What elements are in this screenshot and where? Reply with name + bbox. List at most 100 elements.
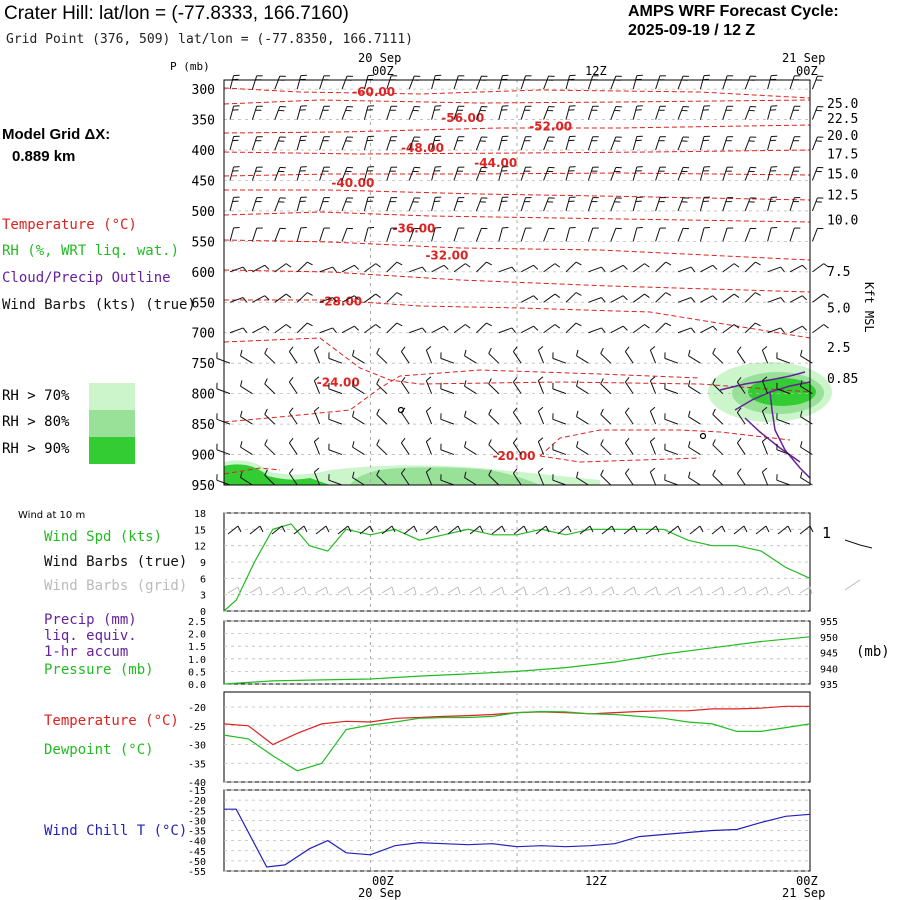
grid-wind-barb-feather: [589, 586, 593, 595]
wind-barb: [464, 355, 477, 364]
pressure-tick-label: 750: [192, 357, 215, 372]
wind-barb: [475, 75, 482, 90]
isotherm: [223, 172, 811, 177]
wind-barb: [700, 295, 713, 303]
wind-barb: [464, 385, 477, 395]
isotherm-label: -60.00: [352, 85, 395, 99]
wind-barb: [498, 105, 503, 120]
precip-panel-tick-label: 2.5: [188, 617, 206, 628]
wind-barb-feather: [823, 324, 829, 329]
wind-chill-panel-tick-label: -30: [188, 816, 206, 827]
surface-wind-barb-feather: [545, 525, 550, 533]
wind-barb: [440, 449, 455, 456]
wind-barb: [216, 449, 231, 456]
wind-barb: [252, 295, 265, 303]
wind-barb: [789, 136, 795, 151]
wind-chill-panel-tick-label: -20: [188, 796, 206, 807]
wind-barb: [252, 264, 265, 273]
wind-barb: [464, 446, 477, 455]
wind-barb-feather: [488, 439, 492, 446]
wind-barb-feather: [242, 297, 248, 303]
surface-wind-barb-feather: [677, 525, 682, 533]
wind-barb-feather: [512, 377, 518, 383]
wind-barb-feather: [354, 264, 360, 270]
wind-barb: [712, 444, 724, 455]
wind-barb: [699, 166, 705, 181]
wind-barb-feather: [600, 469, 604, 476]
surface-wind-barb-feather: [347, 525, 352, 533]
wind-barb-feather: [712, 439, 716, 446]
wind-chill-line: [224, 808, 811, 868]
grid-wind-barb: [271, 586, 283, 594]
wind-barb: [677, 106, 684, 120]
grid-wind-barb-feather: [743, 586, 747, 595]
wind-barb: [722, 75, 728, 90]
isotherm: [539, 429, 791, 457]
wind-barb-feather: [443, 325, 449, 331]
temperature-panel-tick-label: -35: [188, 759, 206, 770]
wind-barb: [610, 228, 617, 242]
surface-wind-barb: [777, 525, 789, 535]
wind-barb: [712, 353, 724, 364]
wind-barb: [376, 474, 388, 486]
wind-barb: [512, 442, 522, 455]
wind-barb: [251, 197, 258, 212]
wind-barb: [400, 412, 410, 425]
wind-barb: [400, 473, 410, 486]
wind-barb: [386, 136, 392, 151]
wind-barb: [712, 383, 724, 395]
wind-barb: [296, 322, 308, 334]
surface-wind-barb: [535, 525, 547, 535]
surface-wind-barb: [601, 525, 613, 535]
wind-barb: [475, 106, 482, 120]
wind-barb: [552, 357, 567, 364]
wind-barb: [386, 167, 392, 181]
top-hour-label-1: 00Z: [372, 64, 394, 78]
wind-barb-feather: [624, 468, 630, 474]
surface-wind-barb-feather: [391, 525, 396, 533]
surface-wind-barb-feather: [589, 525, 594, 533]
grid-wind-barb-feather: [457, 586, 461, 595]
grid-wind-barb: [777, 586, 789, 594]
wind-barb: [498, 166, 503, 181]
wind-barb-feather: [264, 439, 268, 446]
wind-barb: [296, 136, 302, 151]
wind-barb-feather: [762, 345, 768, 351]
wind-barb: [722, 263, 735, 273]
wind-barb: [789, 75, 795, 90]
surface-wind-barb-feather: [303, 525, 308, 533]
wind-barb-feather: [512, 407, 518, 413]
wind-barb: [767, 105, 772, 120]
wind-barb-feather: [426, 345, 432, 351]
pressure-unit-right: (mb): [856, 644, 890, 660]
grid-wind-barb: [425, 586, 437, 594]
wind-barb: [313, 471, 321, 486]
wind-barb: [296, 292, 308, 303]
wind-barbs-grid-label: Wind Barbs (grid): [44, 578, 188, 594]
wind-barb: [600, 414, 612, 425]
pressure-right-tick-label: 940: [820, 664, 838, 675]
surface-wind-barb-feather: [787, 525, 792, 533]
grid-wind-barb: [623, 586, 635, 594]
wind-barb: [800, 446, 813, 455]
wind-barb-feather: [650, 345, 656, 351]
surface-wind-barb: [403, 525, 415, 535]
wind-barb: [252, 325, 265, 334]
wind-barb-feather: [288, 407, 294, 413]
wind-barb: [520, 264, 534, 273]
wind-barb: [352, 477, 365, 486]
wind-barb: [812, 324, 825, 334]
wind-barb: [699, 227, 705, 242]
wind-barb-feather: [644, 324, 650, 329]
wind-barb: [677, 327, 692, 334]
wind-barb: [425, 380, 433, 394]
wind-barb-feather: [488, 408, 492, 415]
wind-barb: [722, 136, 728, 151]
wind-barb: [425, 410, 433, 425]
wind-barb: [319, 297, 333, 303]
wind-barb: [352, 416, 365, 425]
wind-barb-feather: [800, 410, 803, 417]
isotherm: [539, 455, 701, 463]
wind-barb-feather: [376, 439, 380, 446]
wind-barb-feather: [733, 293, 740, 298]
